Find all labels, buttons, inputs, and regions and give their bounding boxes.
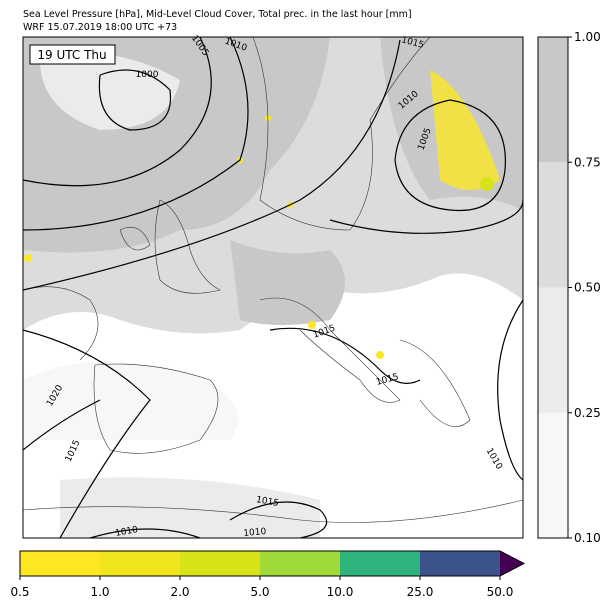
colorbar-segment (100, 551, 180, 576)
map-frame (22, 36, 524, 539)
colorbar-segment (538, 287, 568, 413)
coastlines (23, 37, 523, 523)
tick-label: 10.0 (327, 585, 354, 599)
map: 1005 1010 10151000101010051020101510151015… (22, 34, 524, 539)
colorbar-segment (180, 551, 260, 576)
tick-label: 5.0 (250, 585, 269, 599)
tick-label: 0.25 (574, 406, 601, 420)
tick-label: 50.0 (487, 585, 514, 599)
tick-label: 0.10 (574, 531, 601, 545)
colorbar-extend (500, 551, 524, 576)
contour-label: 1015 (255, 495, 279, 509)
title: Sea Level Pressure [hPa], Mid-Level Clou… (23, 9, 412, 20)
tick-label: 2.0 (170, 585, 189, 599)
cloud-colorbar: 0.10 0.25 0.50 0.75 1.00 (537, 30, 601, 545)
tick-label: 1.00 (574, 30, 601, 44)
colorbar-segment (260, 551, 340, 576)
tick-label: 0.50 (574, 281, 601, 295)
colorbar-segment (538, 37, 568, 163)
tick-label: 1.0 (90, 585, 109, 599)
contour-label: 1010 (115, 525, 140, 539)
contour-label: 1000 (136, 70, 159, 80)
contour-labels: 1005 1010 10151000101010051020101510151015… (45, 34, 504, 539)
colorbar-segment (20, 551, 100, 576)
tick-label: 0.75 (574, 155, 601, 169)
tick-label: 25.0 (407, 585, 434, 599)
isobars (23, 37, 523, 538)
time-box (29, 44, 116, 65)
tick-label: 0.5 (10, 585, 29, 599)
colorbar-segment (420, 551, 500, 576)
colorbar-segment (538, 412, 568, 538)
precip-colorbar: 0.5 1.0 2.0 5.0 10.0 25.0 50.0 (10, 550, 526, 599)
colorbar-segment (538, 162, 568, 288)
subtitle: WRF 15.07.2019 18:00 UTC +73 (23, 22, 177, 33)
time-label: 19 UTC Thu (37, 48, 106, 62)
colorbar-segment (340, 551, 420, 576)
colorbar-frame (19, 550, 526, 577)
contour-label: 1010 (243, 527, 267, 539)
